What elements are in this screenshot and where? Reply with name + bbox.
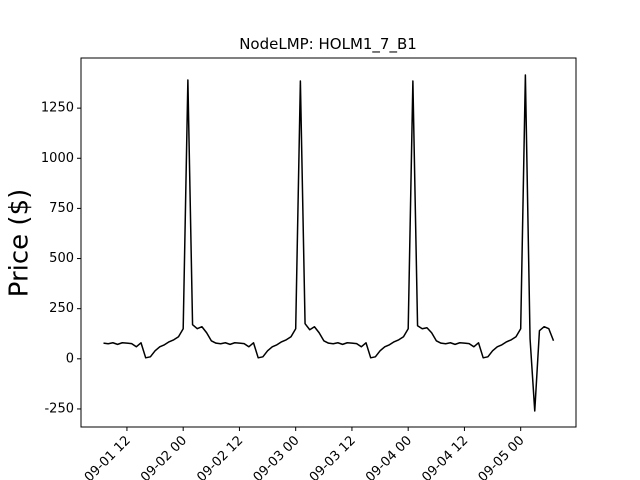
y-tick-label: 750 [49, 201, 74, 216]
x-tick-label: 09-01 12 [82, 433, 134, 480]
y-tick-label: 500 [49, 251, 74, 266]
x-tick-label: 09-02 00 [138, 433, 190, 480]
x-tick-label: 09-02 12 [194, 433, 246, 480]
x-tick-label: 09-05 00 [476, 433, 528, 480]
x-tick-label: 09-03 00 [251, 433, 303, 480]
y-tick-label: -250 [44, 401, 74, 416]
x-tick-label: 09-03 12 [307, 433, 359, 480]
y-axis-label: Price ($) [5, 189, 35, 298]
y-tick-label: 1000 [41, 151, 74, 166]
chart-title: NodeLMP: HOLM1_7_B1 [239, 35, 417, 54]
x-tick-label: 09-04 12 [419, 433, 471, 480]
price-line [103, 74, 555, 412]
y-tick-label: 0 [66, 351, 74, 366]
y-tick-label: 250 [49, 301, 74, 316]
x-tick-label: 09-04 00 [363, 433, 415, 480]
plot-frame [80, 57, 577, 428]
y-tick-label: 1250 [41, 101, 74, 116]
